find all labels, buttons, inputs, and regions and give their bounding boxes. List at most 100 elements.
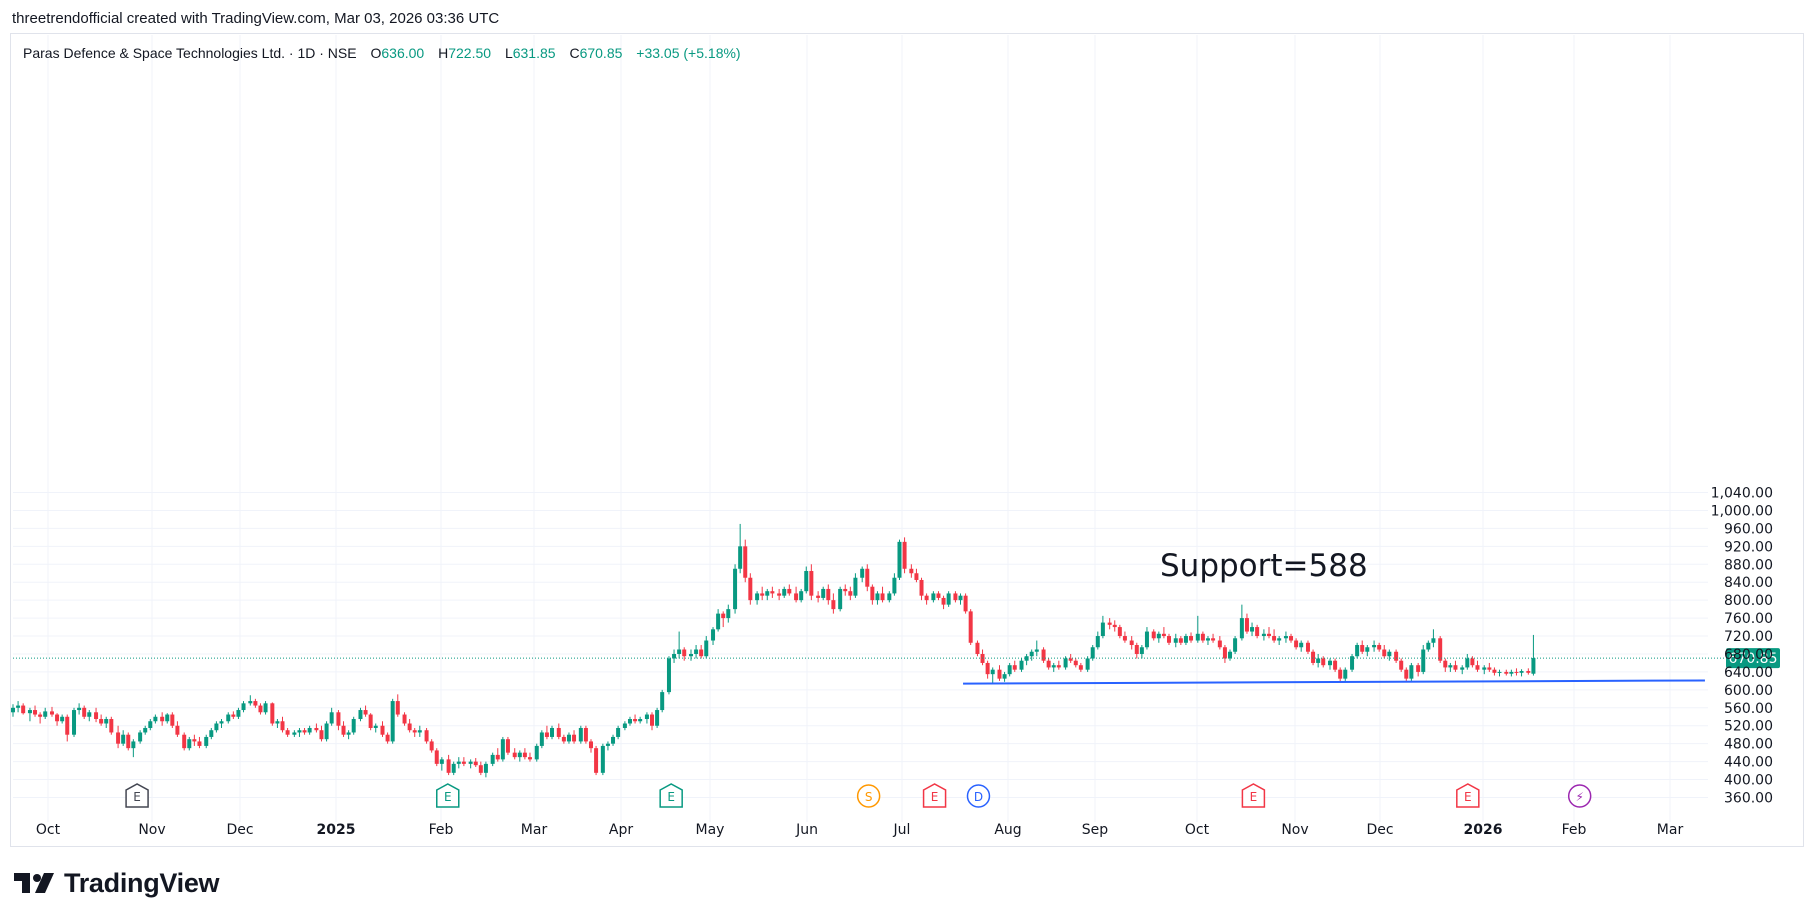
candle[interactable] (263, 701, 268, 715)
candle[interactable] (1051, 662, 1056, 672)
candle[interactable] (1321, 656, 1326, 668)
candle[interactable] (572, 730, 577, 744)
candle[interactable] (363, 705, 368, 717)
candle[interactable] (65, 714, 70, 742)
candle[interactable] (1112, 620, 1117, 632)
candle[interactable] (699, 645, 704, 659)
candle[interactable] (424, 727, 429, 744)
candle[interactable] (148, 719, 153, 731)
candle[interactable] (1250, 622, 1255, 637)
event-marker-earnings-past[interactable]: E (125, 783, 149, 808)
candle[interactable] (439, 757, 444, 771)
candle[interactable] (1416, 662, 1421, 677)
candle[interactable] (1244, 613, 1249, 634)
candle[interactable] (204, 734, 209, 749)
candle[interactable] (716, 609, 721, 632)
candle[interactable] (1002, 671, 1007, 682)
candle[interactable] (946, 591, 951, 607)
candle[interactable] (324, 721, 329, 742)
candle[interactable] (390, 698, 395, 744)
candle[interactable] (1487, 662, 1492, 672)
candle[interactable] (27, 707, 32, 722)
candle[interactable] (385, 732, 390, 744)
candle[interactable] (33, 705, 38, 717)
candle[interactable] (941, 595, 946, 610)
candle[interactable] (1261, 629, 1266, 641)
candle[interactable] (804, 566, 809, 594)
candle[interactable] (1294, 638, 1299, 650)
candle[interactable] (853, 573, 858, 598)
candle[interactable] (588, 739, 593, 753)
candle[interactable] (109, 716, 114, 735)
candle[interactable] (1233, 636, 1238, 654)
event-marker-flash[interactable]: ⚡ (1567, 784, 1592, 808)
candle[interactable] (280, 716, 285, 733)
candle[interactable] (953, 591, 958, 603)
candle[interactable] (275, 719, 280, 728)
candle[interactable] (329, 707, 334, 726)
candle[interactable] (738, 523, 743, 574)
candle[interactable] (990, 667, 995, 685)
candle[interactable] (534, 743, 539, 762)
candle[interactable] (1217, 636, 1222, 650)
candle[interactable] (153, 714, 158, 724)
candle[interactable] (512, 748, 517, 760)
candle[interactable] (838, 586, 843, 612)
candle[interactable] (1255, 624, 1260, 639)
candle[interactable] (285, 727, 290, 737)
candle[interactable] (578, 725, 583, 744)
candle[interactable] (1460, 665, 1465, 675)
candle[interactable] (170, 712, 175, 728)
candle[interactable] (743, 539, 748, 583)
candle[interactable] (258, 703, 263, 715)
candle[interactable] (314, 723, 319, 733)
candle[interactable] (997, 665, 1002, 681)
candle[interactable] (456, 757, 461, 769)
candle[interactable] (748, 573, 753, 605)
candle[interactable] (1183, 633, 1188, 646)
candle[interactable] (527, 752, 532, 762)
event-marker-split[interactable]: S (856, 784, 881, 808)
candle[interactable] (1277, 636, 1282, 646)
candle[interactable] (1134, 642, 1139, 659)
candle[interactable] (209, 727, 214, 740)
candle[interactable] (627, 716, 632, 726)
candle[interactable] (16, 701, 21, 713)
candle[interactable] (87, 710, 92, 722)
candle[interactable] (236, 707, 241, 720)
candle[interactable] (1509, 669, 1514, 677)
candle[interactable] (1100, 615, 1105, 639)
candle[interactable] (1409, 662, 1414, 681)
candle[interactable] (226, 712, 231, 724)
candle[interactable] (633, 714, 638, 724)
candle[interactable] (1173, 633, 1178, 648)
candle[interactable] (1228, 649, 1233, 661)
candle[interactable] (794, 586, 799, 603)
candle[interactable] (1399, 658, 1404, 672)
candle[interactable] (1178, 636, 1183, 646)
tradingview-logo[interactable]: TradingView (14, 868, 220, 899)
candle[interactable] (302, 727, 307, 735)
candle[interactable] (711, 627, 716, 646)
candle[interactable] (622, 721, 627, 731)
candle[interactable] (373, 723, 378, 733)
candle[interactable] (522, 748, 527, 760)
candle[interactable] (451, 761, 456, 776)
candle[interactable] (848, 586, 853, 601)
candle[interactable] (21, 703, 26, 715)
candle[interactable] (1438, 636, 1443, 663)
candle[interactable] (782, 586, 787, 598)
candle[interactable] (253, 698, 258, 708)
candle[interactable] (799, 588, 804, 603)
candle[interactable] (1426, 640, 1431, 652)
candle[interactable] (461, 757, 466, 767)
candle[interactable] (104, 716, 109, 728)
candle[interactable] (241, 701, 246, 713)
candle[interactable] (1289, 633, 1294, 643)
candle[interactable] (1090, 645, 1095, 661)
candle[interactable] (446, 754, 451, 776)
candle[interactable] (175, 721, 180, 737)
candle[interactable] (902, 537, 907, 574)
candle[interactable] (1166, 633, 1171, 646)
candle[interactable] (1239, 604, 1244, 641)
